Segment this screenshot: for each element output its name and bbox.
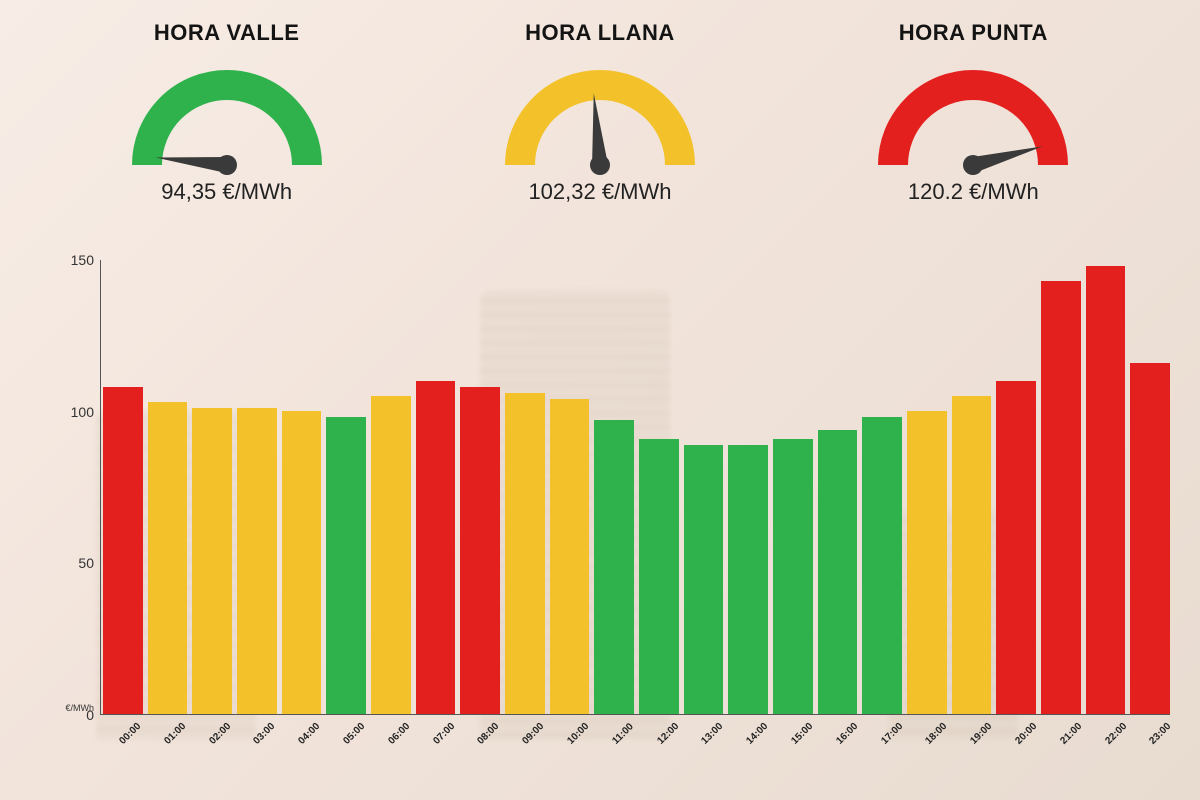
- gauge-value: 94,35 €/MWh: [161, 179, 292, 205]
- bar-1100: [594, 420, 634, 714]
- y-axis-unit: €/MWh: [65, 703, 94, 713]
- gauge-title: HORA VALLE: [154, 20, 300, 46]
- bar-1900: [952, 396, 992, 714]
- bar-2000: [996, 381, 1036, 714]
- hourly-price-chart: 050100150€/MWh 00:0001:0002:0003:0004:00…: [50, 260, 1170, 770]
- bar-0800: [460, 387, 500, 714]
- gauge-llana: HORA LLANA 102,32 €/MWh: [450, 20, 750, 205]
- gauge-arc-icon: [490, 52, 710, 177]
- bar-0100: [148, 402, 188, 714]
- y-tick-label: 50: [78, 555, 94, 571]
- gauge-title: HORA LLANA: [525, 20, 675, 46]
- bar-0200: [192, 408, 232, 714]
- y-tick-label: 100: [71, 404, 94, 420]
- gauge-arc-icon: [117, 52, 337, 177]
- gauge-value: 120.2 €/MWh: [908, 179, 1039, 205]
- bar-0700: [416, 381, 456, 714]
- bar-1600: [818, 430, 858, 715]
- gauge-punta: HORA PUNTA 120.2 €/MWh: [823, 20, 1123, 205]
- bar-1400: [728, 445, 768, 714]
- bar-1800: [907, 411, 947, 714]
- bar-2100: [1041, 281, 1081, 714]
- plot-area: [100, 260, 1170, 715]
- x-axis: 00:0001:0002:0003:0004:0005:0006:0007:00…: [100, 715, 1170, 770]
- bar-1000: [550, 399, 590, 714]
- gauge-value: 102,32 €/MWh: [528, 179, 671, 205]
- bar-1300: [684, 445, 724, 714]
- bar-1200: [639, 439, 679, 714]
- bars-container: [103, 260, 1170, 714]
- gauges-row: HORA VALLE 94,35 €/MWh HORA LLANA 102,32 €/…: [0, 0, 1200, 205]
- bar-1700: [862, 417, 902, 714]
- bar-0900: [505, 393, 545, 714]
- bar-0600: [371, 396, 411, 714]
- gauge-valle: HORA VALLE 94,35 €/MWh: [77, 20, 377, 205]
- bar-1500: [773, 439, 813, 714]
- bar-0000: [103, 387, 143, 714]
- gauge-title: HORA PUNTA: [899, 20, 1048, 46]
- y-axis: 050100150€/MWh: [50, 260, 100, 715]
- bar-2200: [1086, 266, 1126, 714]
- bar-0400: [282, 411, 322, 714]
- bar-2300: [1130, 363, 1170, 714]
- bar-0300: [237, 408, 277, 714]
- bar-0500: [326, 417, 366, 714]
- y-tick-label: 150: [71, 252, 94, 268]
- gauge-arc-icon: [863, 52, 1083, 177]
- content-root: HORA VALLE 94,35 €/MWh HORA LLANA 102,32 €/…: [0, 0, 1200, 800]
